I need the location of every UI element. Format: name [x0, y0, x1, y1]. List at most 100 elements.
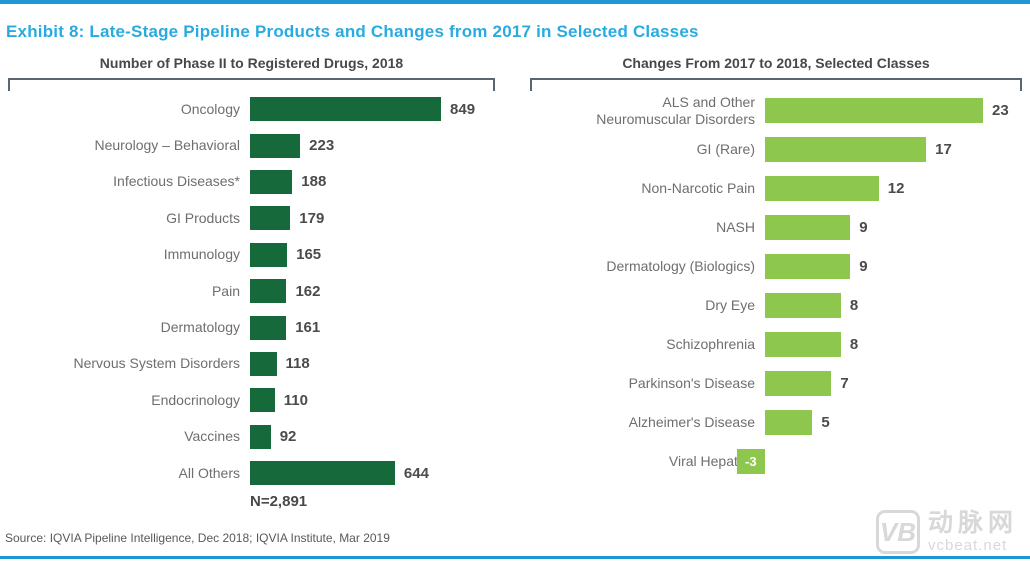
- bar-row: Immunology 165: [8, 237, 495, 273]
- bar-row: GI Products 179: [8, 200, 495, 236]
- bar: [250, 242, 288, 267]
- bar-row: Dermatology (Biologics) 9: [530, 247, 1022, 286]
- value-label: 8: [849, 336, 859, 353]
- bar-track: 5: [765, 410, 1022, 435]
- category-label: GI Products: [166, 209, 240, 226]
- vcbeat-watermark: VB 动脉网 vcbeat.net: [875, 509, 1018, 554]
- source-text: Source: IQVIA Pipeline Intelligence, Dec…: [5, 531, 390, 545]
- bar-track: 12: [765, 176, 1022, 201]
- bar: [250, 424, 271, 449]
- bar-row: Nervous System Disorders 118: [8, 346, 495, 382]
- bar: [765, 137, 927, 162]
- category-label: GI (Rare): [696, 141, 755, 157]
- bar: [250, 388, 275, 413]
- bar: [250, 315, 287, 340]
- bar: [250, 133, 301, 158]
- bar: [250, 351, 277, 376]
- n-total-label: N=2,891: [250, 493, 308, 511]
- category-label: Vaccines: [184, 428, 240, 445]
- bar-row: Dry Eye 8: [530, 286, 1022, 325]
- value-label: 179: [299, 209, 325, 227]
- bar-track: 644: [250, 461, 495, 486]
- value-label: 9: [859, 219, 868, 236]
- watermark-site-text: vcbeat.net: [927, 537, 1008, 554]
- bar-track: 161: [250, 315, 495, 340]
- bar: [765, 254, 851, 279]
- top-accent-bar: [0, 0, 1030, 4]
- bar-track: 7: [765, 371, 1022, 396]
- bracket-decoration-left: [8, 78, 495, 91]
- bar-track: 9: [765, 254, 1022, 279]
- bar-track: 8: [765, 293, 1022, 318]
- category-label: Schizophrenia: [666, 336, 755, 352]
- bar: [250, 206, 291, 231]
- bar: [250, 169, 293, 194]
- chart-title-left: Number of Phase II to Registered Drugs, …: [99, 55, 404, 71]
- bar: [250, 461, 395, 486]
- bar-row: Non-Narcotic Pain 12: [530, 169, 1022, 208]
- bar-rows-right: ALS and Other Neuromuscular Disorders 23 G…: [530, 91, 1022, 481]
- category-label: Dermatology (Biologics): [606, 258, 755, 274]
- bar-row: Dermatology 161: [8, 309, 495, 345]
- category-label: Nervous System Disorders: [73, 355, 241, 372]
- value-label: 7: [840, 375, 849, 392]
- watermark-cn-text: 动脉网: [927, 509, 1018, 537]
- bar: -3: [736, 449, 765, 474]
- bar-track: 92: [250, 424, 495, 449]
- category-label: All Others: [178, 464, 240, 481]
- chart-title-right: Changes From 2017 to 2018, Selected Clas…: [622, 55, 930, 71]
- bar-row: ALS and Other Neuromuscular Disorders 23: [530, 91, 1022, 130]
- bar-track: 162: [250, 279, 495, 304]
- bar: [765, 176, 879, 201]
- value-label: 162: [295, 282, 321, 300]
- value-label: 161: [295, 319, 321, 337]
- value-label: 8: [849, 297, 859, 314]
- bar: [765, 371, 832, 396]
- category-label: Dry Eye: [705, 297, 755, 313]
- bar-row: Viral Hepatitis -3: [530, 442, 1022, 481]
- bar-track: 165: [250, 242, 495, 267]
- bar-row: NASH 9: [530, 208, 1022, 247]
- value-label: 92: [279, 428, 297, 446]
- bar-track: 188: [250, 169, 495, 194]
- bar: [765, 98, 983, 123]
- bar-track: -3: [736, 449, 1022, 474]
- bar-track: 8: [765, 332, 1022, 357]
- bar-row: Parkinson's Disease 7: [530, 364, 1022, 403]
- bar-track: 118: [250, 351, 495, 376]
- category-label: Parkinson's Disease: [628, 375, 755, 391]
- value-label: 165: [296, 246, 322, 264]
- value-label: 188: [301, 173, 327, 191]
- value-label: 110: [283, 391, 308, 409]
- category-label: Dermatology: [160, 319, 240, 336]
- chart-phase2-registered-drugs: Number of Phase II to Registered Drugs, …: [8, 54, 495, 510]
- category-label: Viral Hepatitis: [668, 453, 755, 469]
- value-label: 644: [403, 464, 429, 482]
- value-label: 17: [935, 141, 952, 158]
- value-label: 118: [285, 355, 310, 373]
- category-label: Immunology: [163, 246, 240, 263]
- value-label: 223: [309, 137, 335, 155]
- bar-track: 9: [765, 215, 1022, 240]
- bar: [765, 332, 841, 357]
- page-title: Exhibit 8: Late-Stage Pipeline Products …: [6, 22, 699, 41]
- value-label: 12: [887, 180, 905, 197]
- category-label: Non-Narcotic Pain: [641, 180, 755, 196]
- bar: [765, 215, 851, 240]
- bar-track: 849: [250, 97, 495, 122]
- category-label: Endocrinology: [151, 391, 240, 408]
- bar-row: GI (Rare) 17: [530, 130, 1022, 169]
- bar-track: 23: [765, 98, 1022, 123]
- bar: [250, 279, 287, 304]
- bar-row: All Others 644: [8, 455, 495, 491]
- bar-rows-left: Oncology 849 Neurology – Behavioral 223 Infe…: [8, 91, 495, 491]
- bar-row: Neurology – Behavioral 223: [8, 127, 495, 163]
- bar-row: Schizophrenia 8: [530, 325, 1022, 364]
- bar-track: 17: [765, 137, 1022, 162]
- value-label: 23: [991, 102, 1009, 119]
- category-label: Alzheimer's Disease: [628, 414, 755, 430]
- value-label: 9: [859, 258, 868, 275]
- bar-row: Pain 162: [8, 273, 495, 309]
- category-label: ALS and Other Neuromuscular Disorders: [596, 93, 755, 127]
- bar-track: 223: [250, 133, 495, 158]
